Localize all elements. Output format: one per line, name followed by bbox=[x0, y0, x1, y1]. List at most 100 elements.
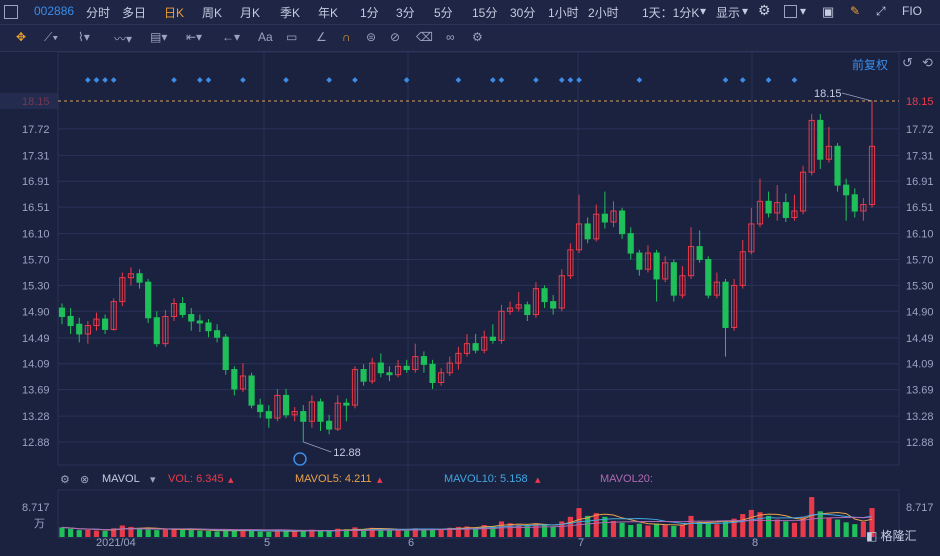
fib-tool-icon[interactable]: ▤▾ bbox=[150, 30, 168, 44]
line-tool-icon[interactable]: ⟋▾ bbox=[44, 30, 59, 44]
text-tool[interactable]: Aa bbox=[258, 30, 273, 44]
trash-icon[interactable]: ⌫ bbox=[416, 30, 433, 44]
volume-bar bbox=[76, 530, 82, 537]
event-marker bbox=[558, 77, 565, 83]
candle-body bbox=[136, 273, 143, 283]
period-tab[interactable]: 1分 bbox=[360, 6, 379, 20]
chevron-down-icon[interactable]: ▾ bbox=[800, 4, 807, 18]
price-label: 16.51 bbox=[22, 202, 50, 214]
volume-bar bbox=[223, 530, 229, 537]
camera-icon[interactable]: ▣ bbox=[822, 4, 835, 19]
volume-bar bbox=[722, 520, 729, 537]
candle-body bbox=[489, 336, 496, 341]
volume-bar bbox=[628, 525, 634, 537]
volume-bar bbox=[791, 522, 798, 537]
link-icon[interactable]: ∞ bbox=[446, 30, 455, 44]
period-tab[interactable]: 周K bbox=[202, 6, 223, 20]
volume-ma-line bbox=[61, 516, 873, 532]
candle-body bbox=[679, 275, 686, 296]
vol-value: VOL: 6.345 bbox=[168, 473, 224, 485]
period-tab[interactable]: 年K bbox=[318, 6, 339, 20]
volume-bar bbox=[128, 526, 134, 537]
period-tab[interactable]: 季K bbox=[280, 6, 301, 20]
event-marker bbox=[93, 77, 100, 83]
volume-bar bbox=[326, 531, 332, 537]
pencil-icon[interactable]: ✎ bbox=[850, 4, 861, 18]
reset-icon[interactable]: ⟲ bbox=[922, 55, 933, 70]
volume-bar bbox=[231, 530, 237, 537]
volume-bar bbox=[111, 528, 117, 537]
settings-icon[interactable]: ⚙ bbox=[472, 30, 483, 44]
candle-body bbox=[662, 262, 669, 280]
period-tab[interactable]: 3分 bbox=[396, 6, 415, 20]
period-tab[interactable]: 多日 bbox=[122, 6, 147, 20]
kline-chart[interactable]: 18.15 17.72 17.31 16.91 16.51 16.10 15.70 15.30… bbox=[0, 51, 940, 551]
candle-body bbox=[498, 310, 505, 341]
display-menu[interactable]: 显示 bbox=[716, 6, 741, 20]
hide-icon[interactable]: ⊘ bbox=[390, 30, 401, 44]
measure-tool-icon[interactable]: ⇤▾ bbox=[186, 30, 203, 44]
comment-icon[interactable]: ▭ bbox=[286, 30, 298, 44]
period-dropdown[interactable]: 1天：1分K bbox=[642, 6, 700, 20]
chevron-down-icon[interactable]: ▾ bbox=[700, 4, 707, 18]
price-label: 16.10 bbox=[22, 229, 50, 241]
gear-icon[interactable]: ⚙ bbox=[60, 474, 70, 486]
candle-body bbox=[472, 343, 479, 351]
period-tab[interactable]: 1小时 bbox=[548, 6, 579, 20]
period-tab[interactable]: 30分 bbox=[510, 6, 536, 20]
ruler-icon[interactable]: ∠ bbox=[316, 30, 327, 44]
volume-bar bbox=[102, 531, 108, 537]
indicator-name[interactable]: MAVOL bbox=[102, 473, 140, 485]
volume-bar bbox=[283, 531, 289, 537]
checkbox-icon[interactable] bbox=[784, 5, 797, 18]
candle-body bbox=[851, 194, 858, 212]
volume-bar bbox=[498, 521, 505, 537]
period-bar: 002886 分时 多日 日K 周K 月K 季K 年K 1分 3分 5分 15分 30分 1小时 2小时 … bbox=[0, 0, 940, 25]
price-label: 13.28 bbox=[22, 411, 50, 423]
volume-bar bbox=[533, 523, 539, 537]
volume-bar bbox=[774, 519, 780, 537]
mavol10-value: MAVOL10: 5.158 bbox=[444, 473, 528, 485]
chevron-down-icon[interactable]: ▾ bbox=[742, 4, 749, 18]
fullscreen-icon[interactable]: ⤢ bbox=[876, 4, 886, 18]
event-marker bbox=[85, 77, 91, 83]
high-annotation-line bbox=[841, 92, 873, 102]
channel-tool-icon[interactable]: ⌇▾ bbox=[78, 30, 90, 44]
date-label: 6 bbox=[408, 537, 415, 549]
period-tab[interactable]: 日K bbox=[164, 6, 185, 20]
volume-bar bbox=[317, 531, 324, 537]
gear-icon[interactable]: ⚙ bbox=[758, 2, 771, 18]
chevron-down-icon[interactable]: ▾ bbox=[150, 474, 156, 486]
candle-body bbox=[308, 401, 315, 422]
event-circle-icon bbox=[293, 452, 307, 466]
lock-icon[interactable]: ⊜ bbox=[366, 30, 377, 44]
volume-bar bbox=[593, 513, 599, 537]
price-label: 17.31 bbox=[906, 150, 934, 162]
magnet-icon[interactable]: ∩ bbox=[342, 30, 351, 44]
volume-bar bbox=[783, 521, 789, 537]
wave-tool-icon[interactable]: 〰▾ bbox=[114, 32, 133, 46]
undo-icon[interactable]: ↺ bbox=[902, 55, 913, 70]
period-tab[interactable]: 月K bbox=[240, 6, 261, 20]
volume-bar bbox=[748, 509, 754, 537]
volume-bar bbox=[576, 508, 582, 537]
period-tab[interactable]: 15分 bbox=[472, 6, 498, 20]
period-tab[interactable]: 2小时 bbox=[588, 6, 619, 20]
adjust-price-button[interactable]: 前复权 bbox=[852, 58, 889, 72]
volume-max-label: 8.717 bbox=[906, 502, 934, 514]
price-label: 16.91 bbox=[906, 176, 934, 188]
volume-bar bbox=[645, 525, 651, 537]
candle-body bbox=[584, 223, 591, 240]
period-tab[interactable]: 分时 bbox=[86, 6, 111, 20]
volume-bar bbox=[59, 527, 65, 537]
candle-body bbox=[67, 315, 74, 327]
window-icon[interactable] bbox=[4, 5, 18, 19]
volume-bar bbox=[197, 530, 203, 537]
arrow-tool-icon[interactable]: ←▾ bbox=[222, 30, 241, 44]
candle-body bbox=[179, 303, 186, 316]
crosshair-icon[interactable]: ✥ bbox=[16, 30, 27, 44]
period-tab[interactable]: 5分 bbox=[434, 6, 453, 20]
fio-label[interactable]: FIO bbox=[902, 4, 922, 18]
close-icon[interactable]: ⊗ bbox=[80, 474, 90, 486]
volume-bar bbox=[429, 528, 436, 537]
